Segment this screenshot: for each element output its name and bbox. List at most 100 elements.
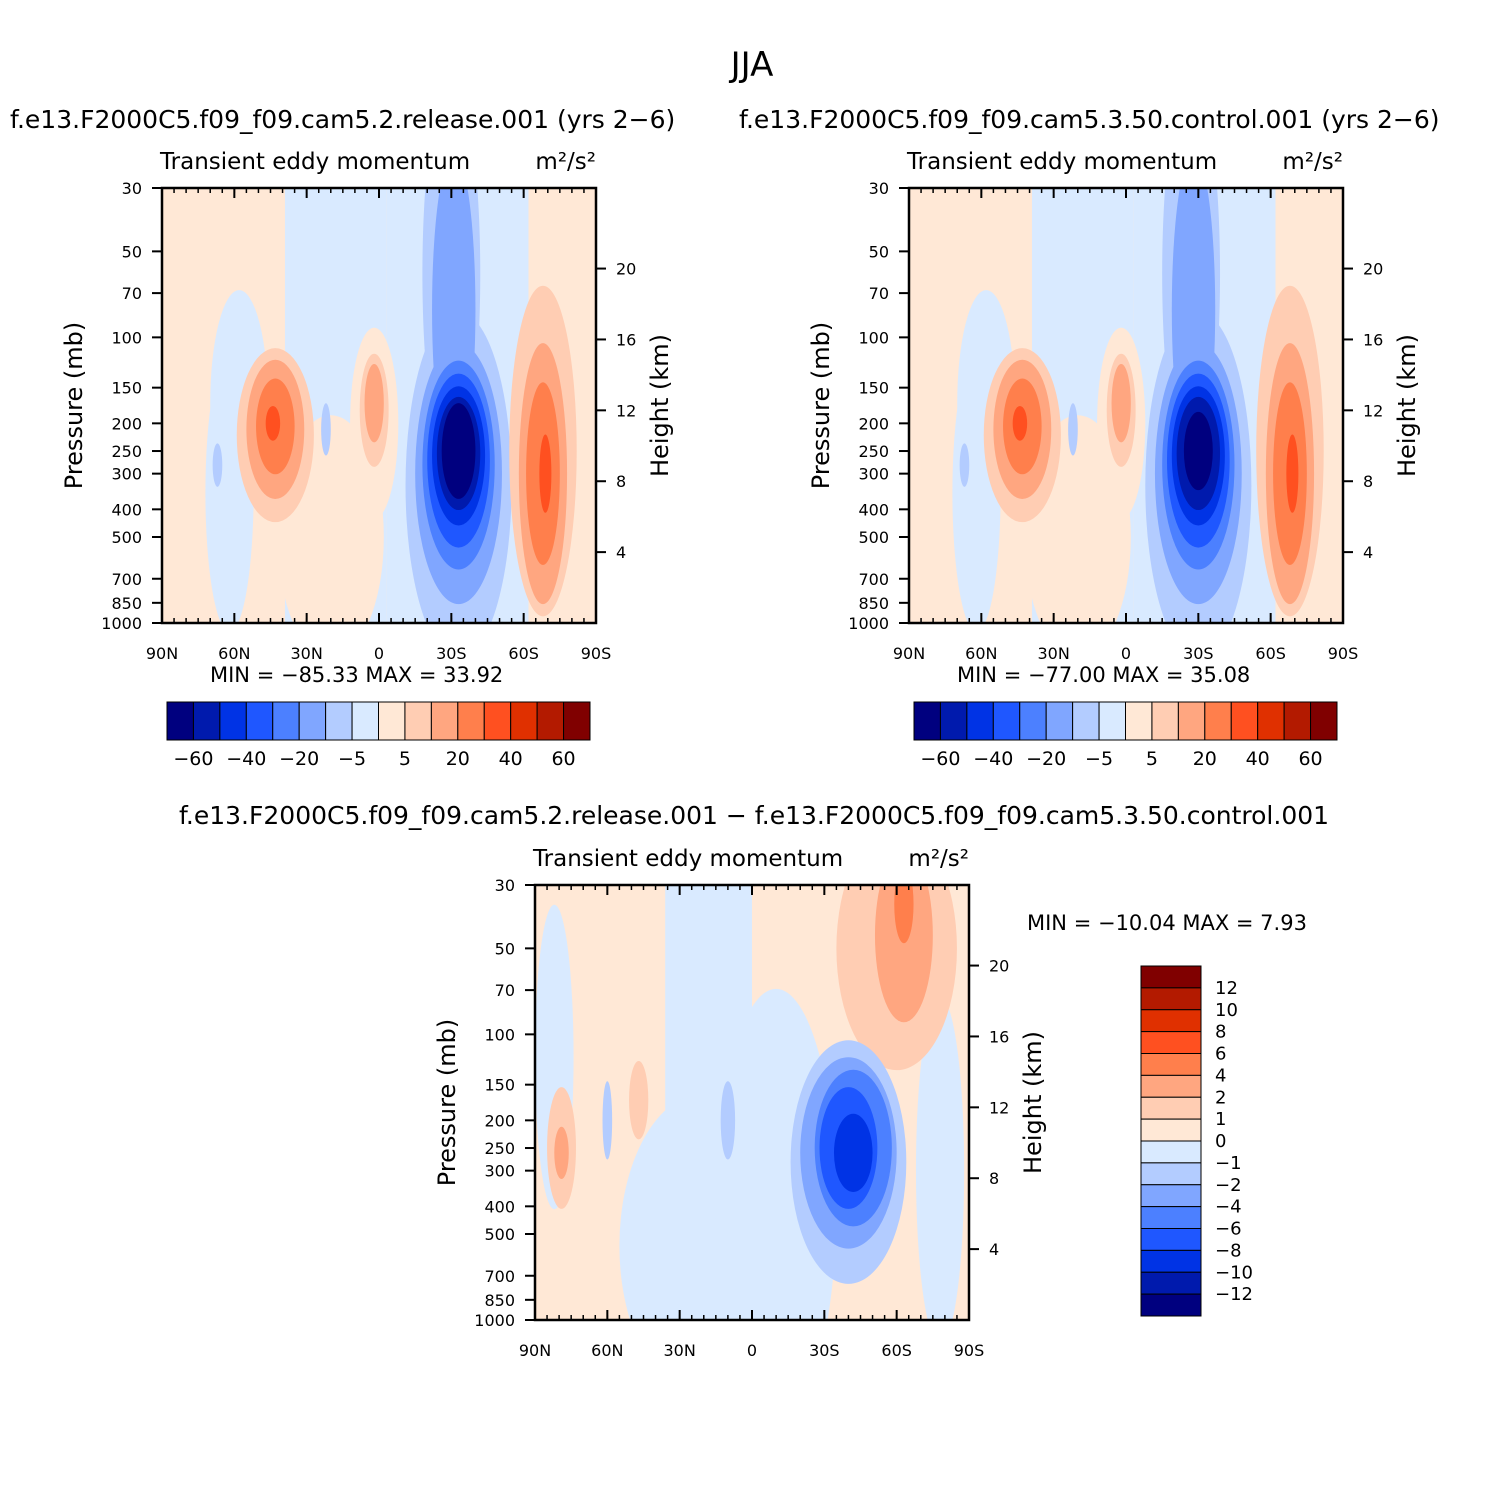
colorbar-swatch [510, 701, 538, 741]
colorbar-label: 60 [551, 748, 575, 770]
contour-neg-60 [1183, 411, 1213, 491]
colorbar-swatch [1140, 1184, 1202, 1208]
contour-pos-01 [629, 1061, 649, 1140]
pressure-tick-label: 500 [858, 528, 889, 547]
height-tick-label: 8 [989, 1169, 999, 1188]
panel-1-contour-field [162, 188, 596, 623]
height-axis-label: Height (km) [1019, 1031, 1047, 1174]
pressure-tick-label: 100 [858, 328, 889, 347]
lat-tick-label: 30S [436, 644, 467, 663]
colorbar-swatch [483, 701, 512, 741]
contour-blob [321, 403, 331, 456]
colorbar-swatch [245, 701, 274, 741]
colorbar-swatch [1140, 1271, 1202, 1295]
colorbar-swatch [1283, 701, 1312, 741]
colorbar-label: 6 [1215, 1044, 1226, 1065]
height-tick-label: 8 [1363, 472, 1373, 491]
pressure-tick-label: 50 [869, 242, 889, 261]
lat-tick-label: 30S [1183, 644, 1214, 663]
lat-tick-label: 30N [1038, 644, 1070, 663]
pressure-axis-label: Pressure (mb) [433, 1019, 461, 1186]
lat-tick-label: 90S [1328, 644, 1359, 663]
pressure-tick-label: 400 [484, 1197, 515, 1216]
colorbar-swatch [1140, 1162, 1202, 1186]
colorbar-swatch [1140, 1118, 1202, 1142]
height-tick-label: 20 [1363, 260, 1383, 279]
colorbar-label: −8 [1215, 1240, 1242, 1261]
contour-blob [1068, 403, 1078, 456]
lat-tick-label: 30S [809, 1341, 840, 1360]
pressure-tick-label: 50 [122, 242, 142, 261]
pressure-tick-label: 1000 [474, 1311, 515, 1330]
lat-tick-label: 60S [881, 1341, 912, 1360]
panel-1-units: m²/s² [535, 149, 596, 175]
colorbar-label: −20 [1026, 748, 1066, 770]
pressure-tick-label: 100 [111, 328, 142, 347]
pressure-tick-label: 700 [858, 570, 889, 589]
colorbar-swatch [563, 701, 591, 741]
colorbar-swatch [1140, 1009, 1202, 1033]
colorbar-swatch [1140, 1249, 1202, 1273]
colorbar-label: 2 [1215, 1087, 1226, 1108]
height-tick-label: 16 [989, 1027, 1009, 1046]
pressure-tick-label: 250 [111, 442, 142, 461]
colorbar-swatch [1125, 701, 1153, 741]
colorbar-swatch [1098, 701, 1126, 741]
colorbar-swatch [430, 701, 459, 741]
pressure-tick-label: 200 [111, 414, 142, 433]
colorbar-label: −20 [279, 748, 319, 770]
colorbar-swatch [351, 701, 379, 741]
lat-tick-label: 90N [519, 1341, 551, 1360]
panel-1-variable: Transient eddy momentum [159, 149, 470, 175]
panel-1-run-title: f.e13.F2000C5.f09_f09.cam5.2.release.001… [10, 105, 675, 134]
pressure-tick-label: 850 [484, 1291, 515, 1310]
contour-pos-30 [1286, 434, 1299, 513]
colorbar-swatch [166, 701, 194, 741]
contour-pos-02 [554, 1126, 569, 1179]
colorbar-swatch [219, 701, 247, 741]
height-tick-label: 12 [616, 401, 636, 420]
pressure-tick-label: 400 [858, 500, 889, 519]
colorbar-label: −5 [1085, 748, 1113, 770]
contour-neg-60 [441, 403, 476, 499]
colorbar-swatch [1140, 1074, 1202, 1098]
contour-pos-10 [364, 364, 384, 443]
pressure-tick-label: 30 [869, 179, 889, 198]
colorbar-swatch [1140, 965, 1202, 989]
contour-pos-10 [1111, 364, 1131, 443]
panel-3-variable: Transient eddy momentum [532, 846, 843, 872]
colorbar-label: −5 [338, 748, 366, 770]
colorbar-label: 10 [1215, 1000, 1238, 1021]
lat-tick-label: 60N [218, 644, 250, 663]
height-tick-label: 16 [1363, 330, 1383, 349]
height-axis-label: Height (km) [646, 334, 674, 477]
pressure-tick-label: 700 [484, 1267, 515, 1286]
lat-tick-label: 90N [893, 644, 925, 663]
panel-2-run-title: f.e13.F2000C5.f09_f09.cam5.3.50.control.… [739, 105, 1440, 134]
lat-tick-label: 90N [146, 644, 178, 663]
height-tick-label: 4 [616, 543, 626, 562]
colorbar-swatch [298, 701, 327, 741]
colorbar-swatch [1140, 1206, 1202, 1229]
colorbar-label: 0 [1215, 1131, 1226, 1152]
pressure-tick-label: 250 [484, 1139, 515, 1158]
colorbar-label: 5 [1146, 748, 1158, 770]
panel-2-contour-field [909, 188, 1343, 623]
panel-1: f.e13.F2000C5.f09_f09.cam5.2.release.001… [10, 105, 675, 770]
colorbar-swatch [1257, 701, 1285, 741]
panel-1-stats: MIN = −85.33 MAX = 33.92 [210, 663, 503, 687]
contour-pos-04 [894, 885, 914, 944]
colorbar-swatch [325, 701, 353, 741]
colorbar-label: 40 [499, 748, 523, 770]
panel-2-colorbar: −60 −40 −20 −5 5 20 40 60 [913, 701, 1338, 770]
height-tick-label: 16 [616, 330, 636, 349]
pressure-tick-label: 300 [484, 1162, 515, 1181]
pressure-tick-label: 70 [122, 284, 142, 303]
colorbar-label: 5 [399, 748, 411, 770]
colorbar-swatch [913, 701, 941, 741]
panel-1-colorbar: −60 −40 −20 −5 5 20 40 60 [166, 701, 591, 770]
colorbar-label: −1 [1215, 1153, 1242, 1174]
